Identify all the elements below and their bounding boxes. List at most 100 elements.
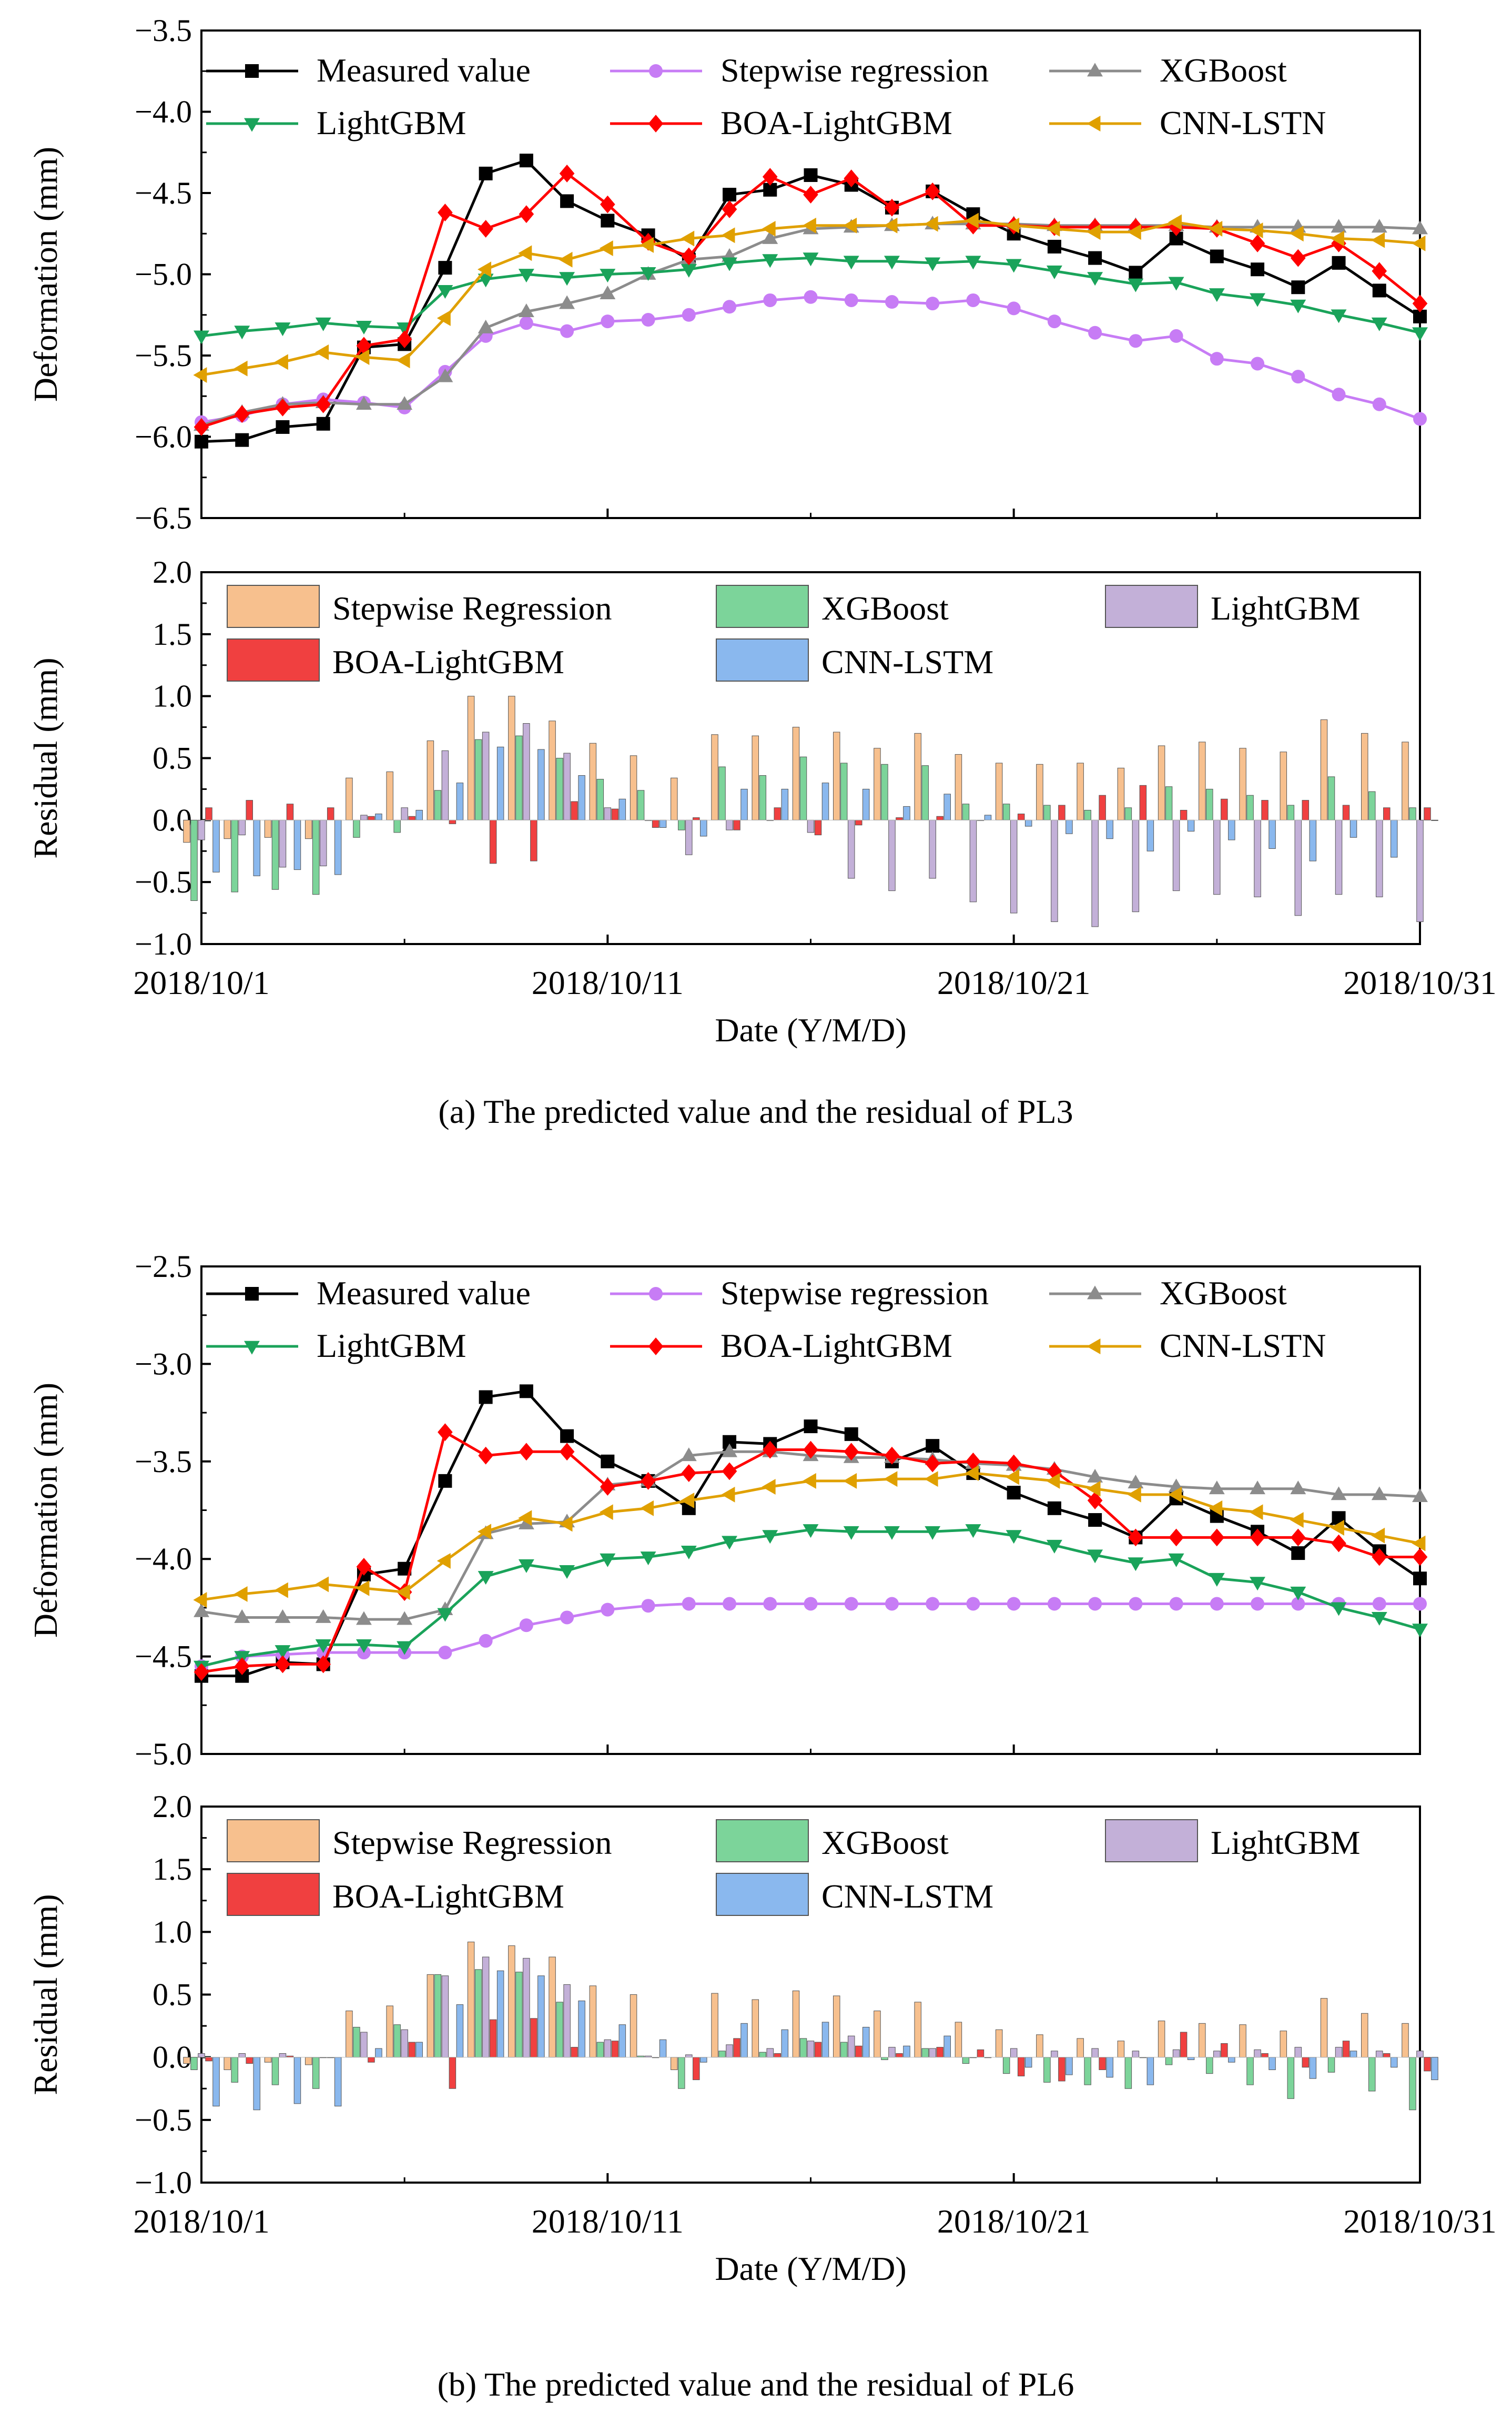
marker-circle bbox=[763, 293, 777, 307]
bar-stepwise bbox=[346, 2010, 353, 2058]
marker-triangle-left bbox=[193, 367, 207, 383]
bar-boa bbox=[1424, 807, 1431, 820]
bar-xgboost bbox=[1246, 795, 1254, 820]
bar-boa bbox=[814, 819, 822, 836]
bar-cnn bbox=[1065, 2057, 1073, 2075]
marker-triangle-down bbox=[803, 252, 819, 267]
marker-triangle-down bbox=[1412, 327, 1428, 341]
bar-boa bbox=[1261, 800, 1269, 820]
bar-xgboost bbox=[271, 2057, 279, 2085]
bar-lightgbm bbox=[238, 2053, 246, 2058]
y-tick-label: 1.5 bbox=[153, 617, 192, 652]
bar-stepwise bbox=[305, 2057, 312, 2065]
legend-item-stepwise: Stepwise Regression bbox=[227, 585, 612, 628]
legend-label: BOA-LightGBM bbox=[332, 643, 564, 681]
bar-boa bbox=[1342, 805, 1350, 820]
y-tick-label: −5.0 bbox=[135, 257, 192, 292]
marker-triangle-left bbox=[437, 310, 451, 326]
bar-cnn bbox=[537, 749, 545, 820]
marker-diamond bbox=[600, 195, 615, 214]
marker-triangle-down bbox=[762, 1530, 778, 1544]
bar-boa bbox=[693, 817, 700, 820]
bar-xgboost bbox=[718, 2051, 726, 2058]
bar-boa bbox=[530, 819, 537, 861]
y-tick-label: −3.0 bbox=[135, 1346, 192, 1381]
marker-diamond bbox=[1128, 1528, 1143, 1547]
bar-stepwise bbox=[671, 777, 678, 820]
bar-lightgbm bbox=[1416, 819, 1424, 922]
marker-triangle-down bbox=[843, 1526, 859, 1540]
bar-lightgbm bbox=[807, 819, 815, 833]
marker-triangle-up bbox=[1371, 219, 1387, 233]
marker-triangle-left bbox=[274, 1582, 288, 1598]
bar-xgboost bbox=[1409, 807, 1416, 820]
marker-circle bbox=[1291, 370, 1305, 384]
marker-triangle-up bbox=[356, 1611, 372, 1625]
bar-xgboost bbox=[799, 2038, 807, 2058]
bar-boa bbox=[652, 819, 659, 828]
marker-triangle-left bbox=[1249, 1504, 1263, 1520]
bar-stepwise bbox=[752, 735, 759, 820]
bar-stepwise bbox=[264, 2057, 272, 2063]
bar-cnn bbox=[212, 2057, 220, 2107]
y-tick-label: 2.0 bbox=[153, 1789, 192, 1824]
marker-square bbox=[1088, 1513, 1102, 1527]
bar-cnn bbox=[1391, 2057, 1398, 2068]
marker-diamond bbox=[600, 1478, 615, 1496]
marker-square bbox=[519, 1384, 533, 1398]
bar-stepwise bbox=[467, 1941, 475, 2058]
bar-boa bbox=[571, 2047, 578, 2058]
bar-xgboost bbox=[596, 779, 604, 820]
marker-triangle-down bbox=[244, 118, 260, 132]
bar-boa bbox=[1261, 2053, 1269, 2058]
bar-boa bbox=[611, 808, 619, 820]
x-tick-label: 2018/10/1 bbox=[133, 2203, 270, 2240]
marker-triangle-left bbox=[802, 1473, 816, 1489]
bar-stepwise bbox=[1402, 2023, 1409, 2058]
marker-triangle-left bbox=[1087, 1480, 1101, 1497]
marker-diamond bbox=[356, 337, 372, 355]
bar-lightgbm bbox=[1294, 2047, 1302, 2058]
marker-circle bbox=[682, 308, 696, 322]
bar-lightgbm bbox=[1254, 2049, 1261, 2058]
x-tick-label: 2018/10/11 bbox=[532, 964, 684, 1001]
marker-triangle-left bbox=[802, 217, 816, 234]
marker-triangle-up bbox=[478, 319, 494, 333]
marker-diamond bbox=[194, 418, 209, 436]
marker-triangle-up bbox=[1412, 220, 1428, 235]
bar-xgboost bbox=[1043, 805, 1051, 820]
bar-cnn bbox=[253, 819, 260, 876]
bar-xgboost bbox=[190, 819, 198, 901]
bar-lightgbm bbox=[482, 1956, 490, 2058]
y-tick-label: −4.5 bbox=[135, 176, 192, 210]
marker-triangle-up bbox=[275, 1609, 291, 1623]
marker-triangle-left bbox=[356, 349, 370, 366]
bar-xgboost bbox=[799, 756, 807, 820]
y-tick-label: −6.0 bbox=[135, 420, 192, 454]
marker-triangle-left bbox=[1290, 226, 1304, 242]
bar-cnn bbox=[1146, 819, 1154, 851]
marker-diamond bbox=[519, 205, 534, 224]
marker-triangle-up bbox=[194, 1603, 209, 1617]
x-tick-label: 2018/10/31 bbox=[1343, 964, 1497, 1001]
bar-lightgbm bbox=[401, 2029, 408, 2058]
bar-lightgbm bbox=[726, 2044, 733, 2058]
bar-lightgbm bbox=[523, 723, 530, 820]
marker-triangle-left bbox=[396, 1584, 410, 1600]
legend: Measured value Stepwise regression XGBoost… bbox=[206, 52, 1326, 141]
marker-triangle-down bbox=[1331, 309, 1347, 323]
bar-lightgbm bbox=[1091, 2048, 1099, 2058]
bar-lightgbm bbox=[604, 2039, 612, 2058]
y-tick-label: −4.5 bbox=[135, 1639, 192, 1674]
legend-item-xgboost: XGBoost bbox=[716, 1819, 949, 1862]
bar-xgboost bbox=[921, 765, 929, 820]
marker-triangle-left bbox=[599, 1504, 613, 1520]
marker-diamond bbox=[1087, 1492, 1103, 1509]
bar-boa bbox=[896, 2053, 903, 2058]
marker-circle bbox=[844, 1597, 858, 1611]
marker-circle bbox=[519, 1618, 533, 1632]
legend-item-stepwise: Stepwise regression bbox=[610, 52, 989, 89]
bar-cnn bbox=[903, 2045, 910, 2058]
y-tick-label: −5.5 bbox=[135, 338, 192, 373]
